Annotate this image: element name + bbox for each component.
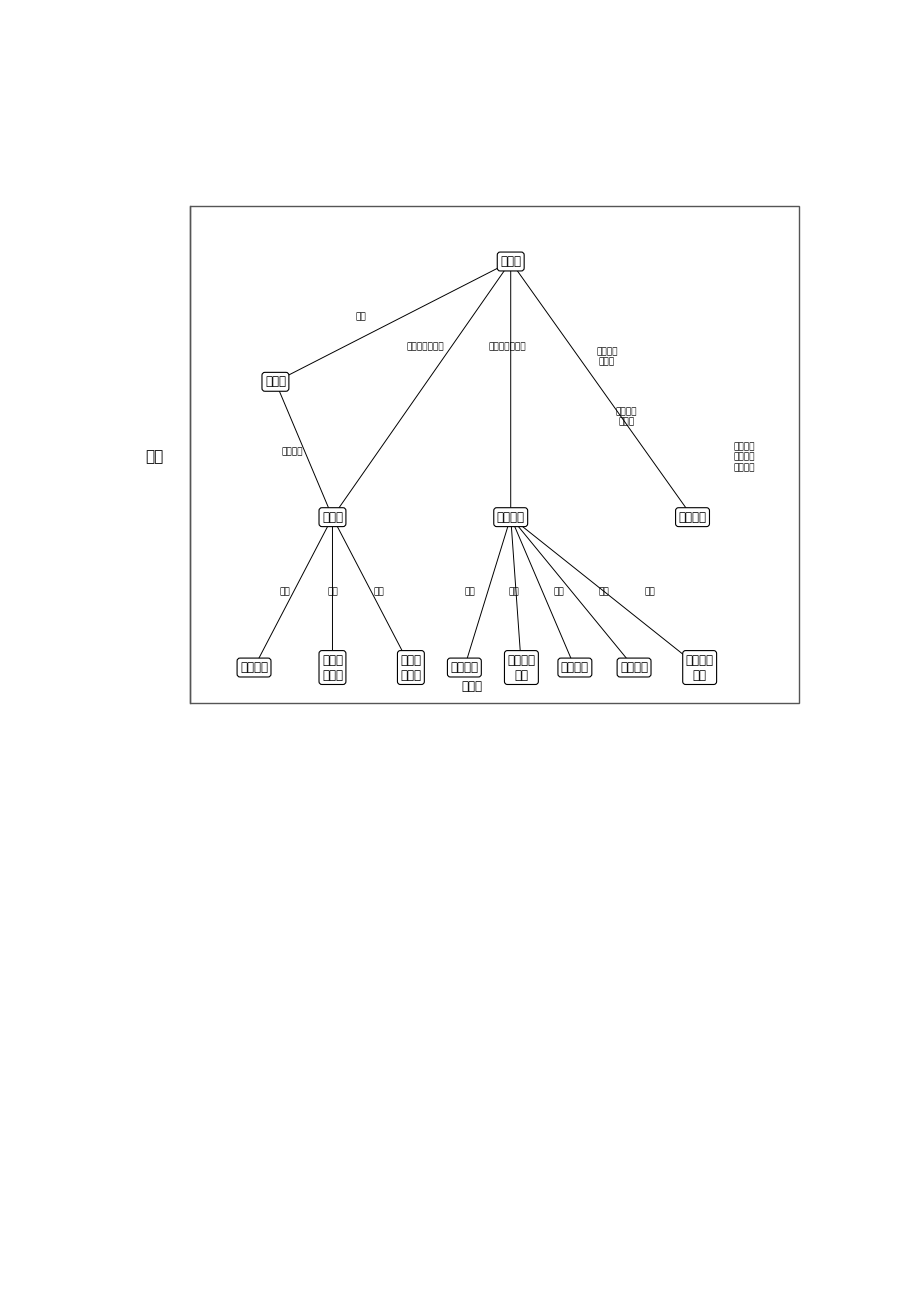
- Text: 流行必备环节是: 流行必备环节是: [488, 342, 526, 352]
- Text: 例如: 例如: [643, 587, 654, 596]
- Text: 例如: 例如: [327, 587, 337, 596]
- Text: 传染病: 传染病: [500, 255, 521, 268]
- Text: 接触传染: 接触传染: [561, 661, 588, 674]
- Text: 病原体
携带者: 病原体 携带者: [322, 654, 343, 681]
- Text: 受感染
的动物: 受感染 的动物: [400, 654, 421, 681]
- Text: 流行必备
环节是: 流行必备 环节是: [615, 408, 636, 426]
- Text: 传染病: 传染病: [460, 680, 482, 693]
- Text: 流行必备环节是: 流行必备环节是: [406, 342, 444, 352]
- Text: 传播途径: 传播途径: [496, 510, 524, 523]
- Text: 例如: 例如: [597, 587, 608, 596]
- Text: 土壤传播: 土壤传播: [619, 661, 647, 674]
- Text: 流行必备
环节是: 流行必备 环节是: [596, 348, 617, 366]
- Text: 例如: 例如: [464, 587, 475, 596]
- Text: 例如: 例如: [552, 587, 563, 596]
- Text: 例如: 例如: [508, 587, 519, 596]
- Text: 水和食物
传播: 水和食物 传播: [507, 654, 535, 681]
- Text: 病原体: 病原体: [265, 375, 286, 388]
- Text: 引起: 引起: [356, 312, 366, 322]
- Text: 生物媒介
传播: 生物媒介 传播: [685, 654, 713, 681]
- Text: 传染病人: 传染病人: [240, 661, 267, 674]
- Text: 空气传播: 空气传播: [450, 661, 478, 674]
- Text: 例如: 例如: [279, 587, 289, 596]
- Text: 传染源: 传染源: [322, 510, 343, 523]
- Text: 易感人群: 易感人群: [678, 510, 706, 523]
- Text: 例如: 例如: [373, 587, 384, 596]
- Bar: [189, 206, 799, 703]
- Text: 能够散播: 能够散播: [281, 448, 302, 457]
- Text: 对其缺乏
免疫力而
容易感染: 对其缺乏 免疫力而 容易感染: [733, 443, 754, 471]
- Text: 念图: 念图: [145, 449, 164, 465]
